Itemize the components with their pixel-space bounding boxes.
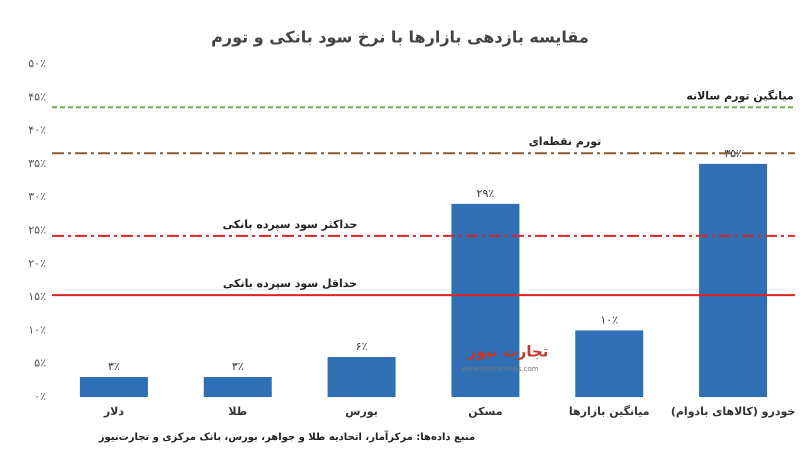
- y-tick-label: ۳۰٪: [28, 190, 46, 203]
- x-tick-label: مسکن: [468, 405, 502, 418]
- y-tick-label: ۰٪: [34, 390, 46, 403]
- y-tick-label: ۱۵٪: [28, 290, 46, 303]
- bar: [79, 377, 148, 397]
- value-label: ۳۵٪: [724, 147, 742, 160]
- y-tick-label: ۲۵٪: [28, 224, 46, 237]
- bar: [327, 357, 396, 397]
- y-tick-label: ۴۰٪: [28, 124, 46, 137]
- bar: [203, 377, 272, 397]
- bar: [575, 330, 644, 397]
- logo-icon: [455, 343, 471, 359]
- reference-label: حداکثر سود سپرده بانکی: [223, 218, 358, 231]
- bar: [451, 203, 520, 397]
- watermark-url: www.tejaratnews.com: [461, 365, 538, 373]
- reference-label: حداقل سود سپرده بانکی: [223, 277, 357, 290]
- x-tick-label: طلا: [228, 405, 247, 418]
- value-label: ۶٪: [356, 340, 368, 353]
- x-tick-label: خودرو (کالاهای بادوام): [671, 405, 796, 418]
- bar: [699, 163, 768, 397]
- y-tick-label: ۲۰٪: [28, 257, 46, 270]
- value-label: ۲۹٪: [477, 187, 495, 200]
- reference-label: میانگین تورم سالانه: [686, 89, 793, 102]
- reference-label: تورم نقطه‌ای: [529, 135, 602, 148]
- y-tick-label: ۵٪: [34, 357, 46, 370]
- value-label: ۱۰٪: [600, 313, 618, 326]
- y-tick-label: ۱۰٪: [28, 323, 46, 336]
- y-tick-label: ۴۵٪: [28, 90, 46, 103]
- y-tick-label: ۵۰٪: [28, 57, 46, 70]
- x-tick-label: میانگین بازارها: [569, 405, 650, 418]
- source: منبع داده‌ها: مرکزآمار، اتحادیه طلا و جو…: [98, 430, 475, 443]
- chart-title: مقایسه بازدهی بازارها با نرخ سود بانکی و…: [211, 28, 589, 47]
- y-tick-label: ۳۵٪: [28, 157, 46, 170]
- x-tick-label: بورس: [345, 405, 378, 418]
- watermark-logo: تجارت نیوز: [467, 343, 549, 361]
- value-label: ۳٪: [108, 360, 120, 373]
- value-label: ۳٪: [232, 360, 244, 373]
- x-tick-label: دلار: [103, 405, 125, 418]
